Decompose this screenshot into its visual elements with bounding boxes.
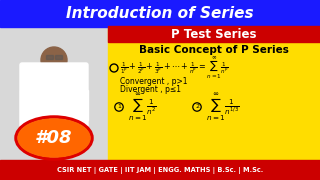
- Text: 2: 2: [195, 105, 199, 109]
- Bar: [0, 27, 108, 160]
- Text: Introduction of Series: Introduction of Series: [66, 6, 254, 21]
- Text: CSIR NET | GATE | IIT JAM | ENGG. MATHS | B.Sc. | M.Sc.: CSIR NET | GATE | IIT JAM | ENGG. MATHS …: [57, 166, 263, 174]
- Text: Convergent , p>1: Convergent , p>1: [120, 76, 188, 86]
- Bar: [20, 90, 88, 120]
- Text: $\frac{1}{1^p}+\frac{1}{2^p}+\frac{1}{3^p}+\cdots+\frac{1}{n^p}=\sum_{n=1}^{\inf: $\frac{1}{1^p}+\frac{1}{2^p}+\frac{1}{3^…: [120, 54, 229, 82]
- Circle shape: [41, 47, 67, 73]
- Text: Basic Concept of P Series: Basic Concept of P Series: [139, 45, 289, 55]
- FancyBboxPatch shape: [20, 63, 88, 137]
- Text: 1: 1: [117, 105, 121, 109]
- Bar: [0, 0, 320, 27]
- Ellipse shape: [18, 119, 90, 157]
- Bar: [108, 26, 320, 42]
- Bar: [46, 55, 53, 59]
- Bar: [108, 27, 320, 160]
- Bar: [55, 55, 62, 59]
- Text: $\sum_{n=1}^{\infty}\frac{1}{n^{2}}$: $\sum_{n=1}^{\infty}\frac{1}{n^{2}}$: [128, 91, 156, 123]
- Text: $\sum_{n=1}^{\infty}\frac{1}{n^{1/3}}$: $\sum_{n=1}^{\infty}\frac{1}{n^{1/3}}$: [206, 91, 239, 123]
- Text: P Test Series: P Test Series: [171, 28, 257, 40]
- Text: Divergent , p≤1: Divergent , p≤1: [120, 86, 181, 94]
- Bar: [0, 160, 320, 180]
- Text: #08: #08: [35, 129, 73, 147]
